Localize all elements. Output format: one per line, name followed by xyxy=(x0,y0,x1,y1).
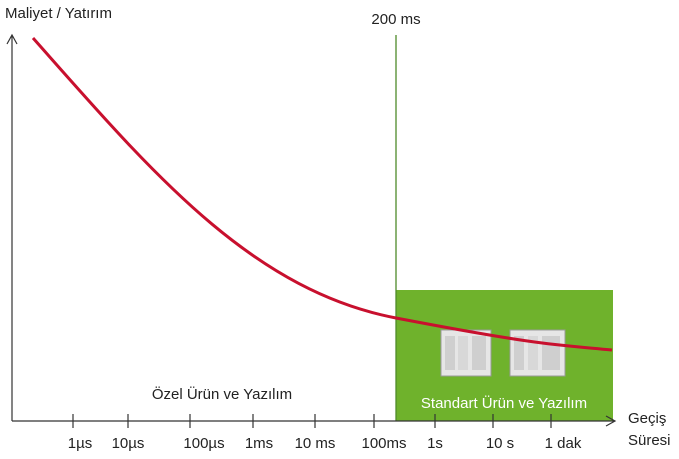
x-tick-label: 10 s xyxy=(486,435,514,452)
marker-label: 200 ms xyxy=(371,11,420,28)
x-axis-label: Geçiş xyxy=(628,410,666,427)
y-axis-label: Maliyet / Yatırım xyxy=(5,5,112,22)
region-label: Standart Ürün ve Yazılım xyxy=(421,394,587,412)
x-tick-label: 1µs xyxy=(68,435,93,452)
cost-curve xyxy=(31,37,613,352)
region-label: Özel Ürün ve Yazılım xyxy=(152,385,292,403)
x-tick-label: 100µs xyxy=(183,435,224,452)
y-axis xyxy=(6,33,18,421)
x-tick-label: 100ms xyxy=(361,435,406,452)
x-tick-label: 10 ms xyxy=(295,435,336,452)
devices xyxy=(440,329,566,377)
x-axis-label: Süresi xyxy=(628,432,671,449)
x-tick-label: 1 dak xyxy=(545,435,582,452)
x-tick-label: 1s xyxy=(427,435,443,452)
tick-marks xyxy=(72,414,552,428)
standard-region xyxy=(396,290,613,421)
x-tick-label: 10µs xyxy=(112,435,145,452)
x-tick-label: 1ms xyxy=(245,435,273,452)
x-axis xyxy=(12,415,617,427)
